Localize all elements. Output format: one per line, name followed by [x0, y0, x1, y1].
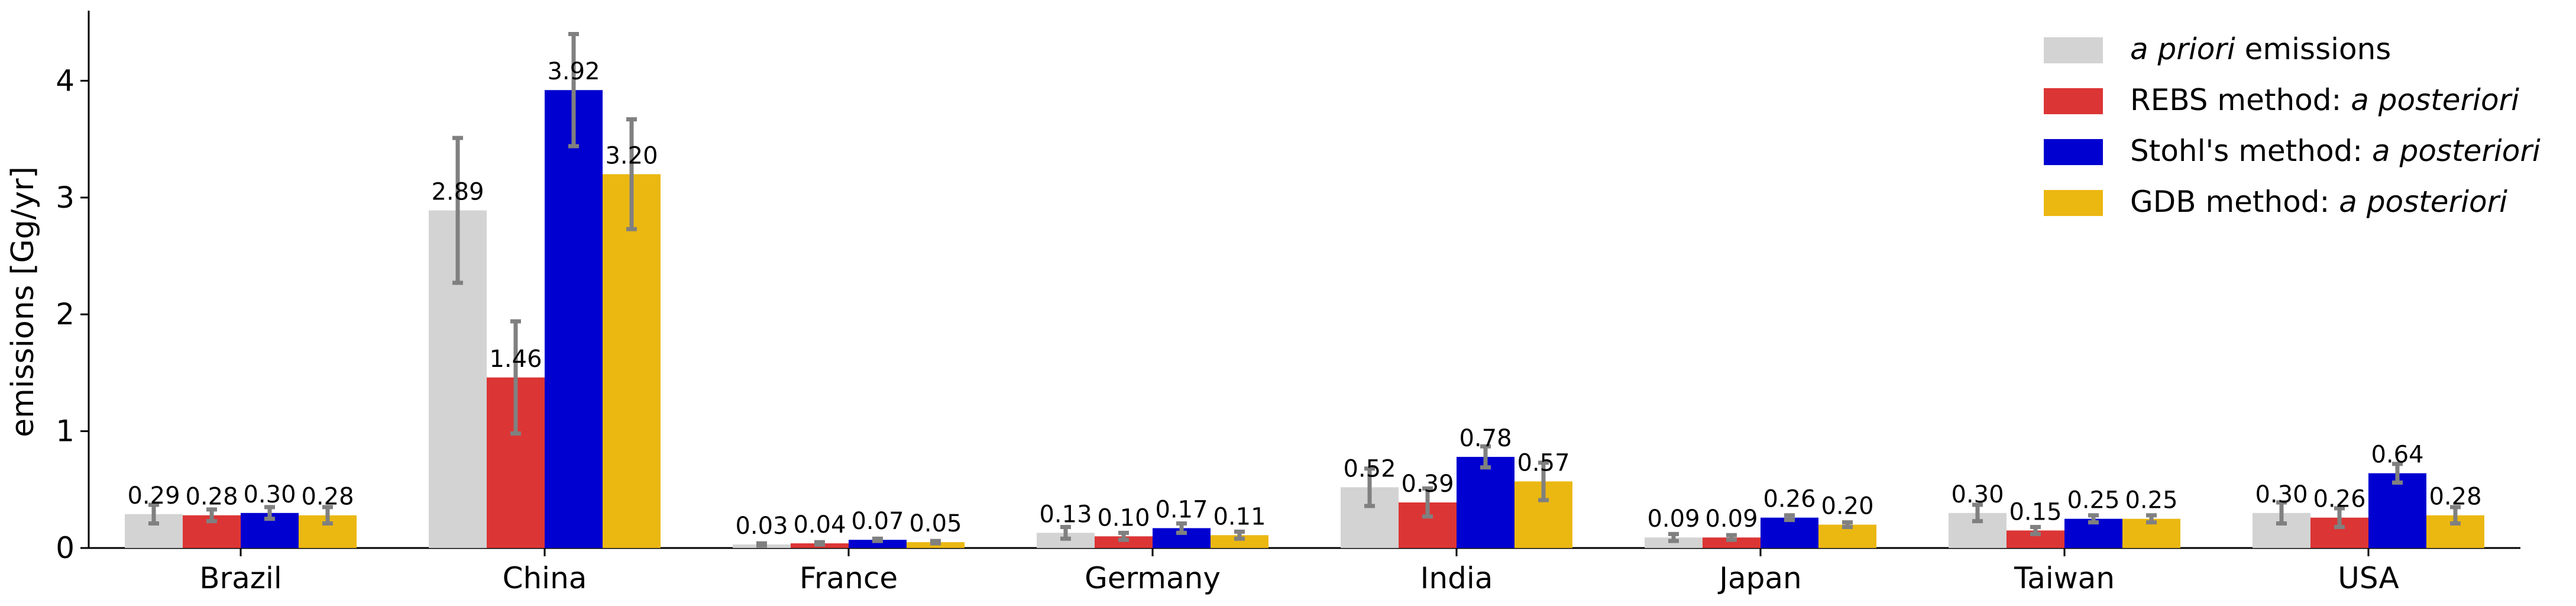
data-label: 1.46: [489, 346, 542, 373]
x-tick-label: Taiwan: [2014, 561, 2115, 595]
x-tick-label: China: [503, 561, 587, 595]
data-label: 0.10: [1097, 504, 1150, 531]
bar: [1095, 536, 1153, 548]
legend-label-part: a posteriori: [2372, 134, 2541, 168]
y-axis-label: emissions [Gg/yr]: [5, 166, 41, 437]
bar: [2368, 473, 2426, 548]
legend-label: a priori emissions: [2130, 32, 2391, 66]
data-label: 0.07: [851, 508, 904, 535]
y-tick-label: 1: [56, 414, 75, 449]
bar: [603, 174, 661, 548]
data-label: 0.28: [301, 483, 354, 511]
data-label: 0.28: [185, 483, 238, 511]
data-label: 0.57: [1517, 449, 1569, 476]
error-bars: [148, 31, 2461, 548]
legend-swatch: [2044, 37, 2103, 63]
y-tick-label: 0: [56, 531, 75, 565]
data-label: 0.03: [735, 512, 788, 540]
bar: [1761, 517, 1818, 548]
y-tick-label: 3: [56, 180, 75, 215]
legend-swatch: [2044, 190, 2103, 216]
data-label: 0.09: [1705, 505, 1758, 533]
data-label: 0.30: [2255, 481, 2308, 508]
y-tick-label: 2: [56, 297, 75, 331]
legend-label-part: Stohl's method:: [2130, 134, 2372, 168]
legend: a priori emissions REBS method: a posteri…: [2044, 32, 2541, 219]
x-tick-label: Brazil: [199, 561, 282, 595]
bar: [545, 90, 603, 549]
bar: [1457, 457, 1514, 548]
legend-swatch: [2044, 88, 2103, 114]
legend-swatch: [2044, 139, 2103, 165]
x-tick-label: India: [1420, 561, 1493, 595]
data-label: 3.20: [605, 142, 658, 169]
data-label: 0.09: [1647, 505, 1700, 533]
axes: 0 1 2 3 4 Brazil China France Germany India Japan T…: [56, 11, 2520, 595]
data-label: 0.13: [1039, 501, 1092, 528]
legend-label-part: emissions: [2235, 32, 2391, 66]
x-tick-label: Germany: [1085, 561, 1221, 595]
data-label: 0.64: [2371, 441, 2423, 469]
legend-label-part: REBS method:: [2130, 83, 2351, 117]
data-label: 0.39: [1401, 470, 1454, 498]
data-label: 0.30: [243, 481, 296, 508]
data-label: 0.26: [1763, 486, 1816, 513]
data-label: 0.28: [2429, 483, 2481, 511]
data-label: 0.17: [1155, 496, 1208, 523]
data-label: 0.29: [127, 482, 180, 510]
data-label: 0.52: [1343, 455, 1396, 482]
value-labels: 0.292.890.03 0.130.520.090.30 0.300.281.46…: [127, 58, 2481, 540]
legend-label-part: a posteriori: [2351, 83, 2519, 117]
data-label: 0.20: [1821, 493, 1873, 520]
data-label: 0.30: [1951, 481, 2004, 508]
legend-label-part: GDB method:: [2130, 185, 2339, 219]
data-label: 0.15: [2009, 498, 2062, 526]
x-tick-label: Japan: [1717, 561, 1801, 595]
x-tick-label: France: [800, 561, 898, 595]
bar: [1703, 537, 1761, 548]
legend-label: REBS method: a posteriori: [2130, 83, 2519, 117]
data-label: 0.04: [793, 511, 846, 539]
y-tick-label: 4: [56, 63, 75, 98]
legend-label-part: a posteriori: [2339, 185, 2507, 219]
data-label: 0.11: [1213, 503, 1266, 530]
data-label: 2.89: [431, 179, 484, 206]
legend-label: Stohl's method: a posteriori: [2130, 134, 2541, 168]
data-label: 0.26: [2313, 486, 2365, 513]
bar: [849, 540, 907, 548]
data-label: 0.25: [2125, 487, 2177, 514]
x-tick-label: USA: [2338, 561, 2399, 595]
legend-label: GDB method: a posteriori: [2130, 185, 2507, 219]
data-label: 3.92: [547, 58, 600, 85]
data-label: 0.25: [2067, 487, 2119, 514]
bar: [1211, 535, 1268, 548]
legend-label-part: a priori: [2130, 32, 2235, 66]
data-label: 0.78: [1459, 425, 1512, 452]
data-label: 0.05: [909, 510, 962, 537]
